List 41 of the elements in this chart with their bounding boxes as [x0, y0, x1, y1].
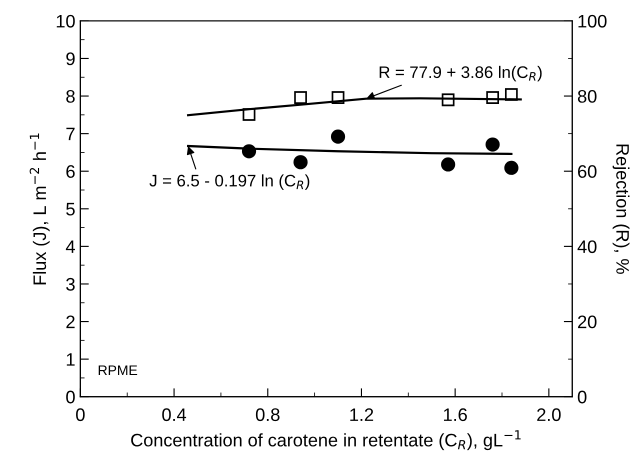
x-tick-label: 1.2	[350, 408, 374, 421]
x-tick-label: 0	[76, 408, 85, 422]
y-tick-label: 5	[66, 202, 75, 216]
point	[293, 155, 308, 170]
y2-tick-label: 80	[578, 90, 597, 103]
annotation: RPME	[98, 365, 138, 376]
y2-tick-label: 40	[578, 240, 597, 254]
y-tick-label: 6	[66, 165, 75, 178]
y2-axis-title: Rejection (R), %	[612, 144, 630, 274]
y2-tick-label: 20	[578, 315, 597, 328]
point	[441, 157, 456, 172]
point	[486, 91, 500, 104]
y-tick-label: 2	[66, 315, 75, 328]
y-tick-label: 4	[66, 240, 75, 253]
x-tick-label: 0.4	[162, 408, 186, 422]
point	[242, 108, 256, 121]
x-axis-title: Concentration of carotene in retentate (C$_{R}$), gL$^{−1}$	[131, 430, 521, 450]
x-tick-label: 2.0	[537, 408, 561, 422]
y-tick-label: 9	[66, 52, 75, 66]
annotation: J = 6.5 - 0.197 ln (C$_{R}$)	[149, 174, 310, 190]
point	[442, 93, 455, 106]
annotation: R = 77.9 + 3.86 ln(C$_{R}$)	[380, 66, 542, 82]
point	[294, 91, 307, 104]
point	[486, 137, 500, 152]
point	[242, 144, 256, 158]
y-tick-label: 3	[66, 278, 75, 291]
y2-tick-label: 60	[578, 165, 597, 178]
y-tick-label: 0	[66, 390, 75, 404]
point	[504, 88, 518, 101]
y-tick-label: 8	[66, 90, 75, 103]
point	[330, 130, 346, 144]
x-tick-label: 0.8	[256, 408, 280, 422]
y-tick-label: 1	[66, 353, 75, 366]
y-axis-title: Flux (J), L m$^{−2}$ h$^{−1}$	[30, 134, 50, 284]
x-tick-label: 1.6	[444, 408, 467, 422]
y-tick-label: 7	[66, 128, 75, 140]
y2-tick-label: 0	[578, 390, 586, 404]
y2-tick-label: 100	[578, 14, 607, 28]
point	[504, 160, 518, 175]
y-tick-label: 10	[56, 14, 75, 28]
point	[332, 91, 344, 104]
